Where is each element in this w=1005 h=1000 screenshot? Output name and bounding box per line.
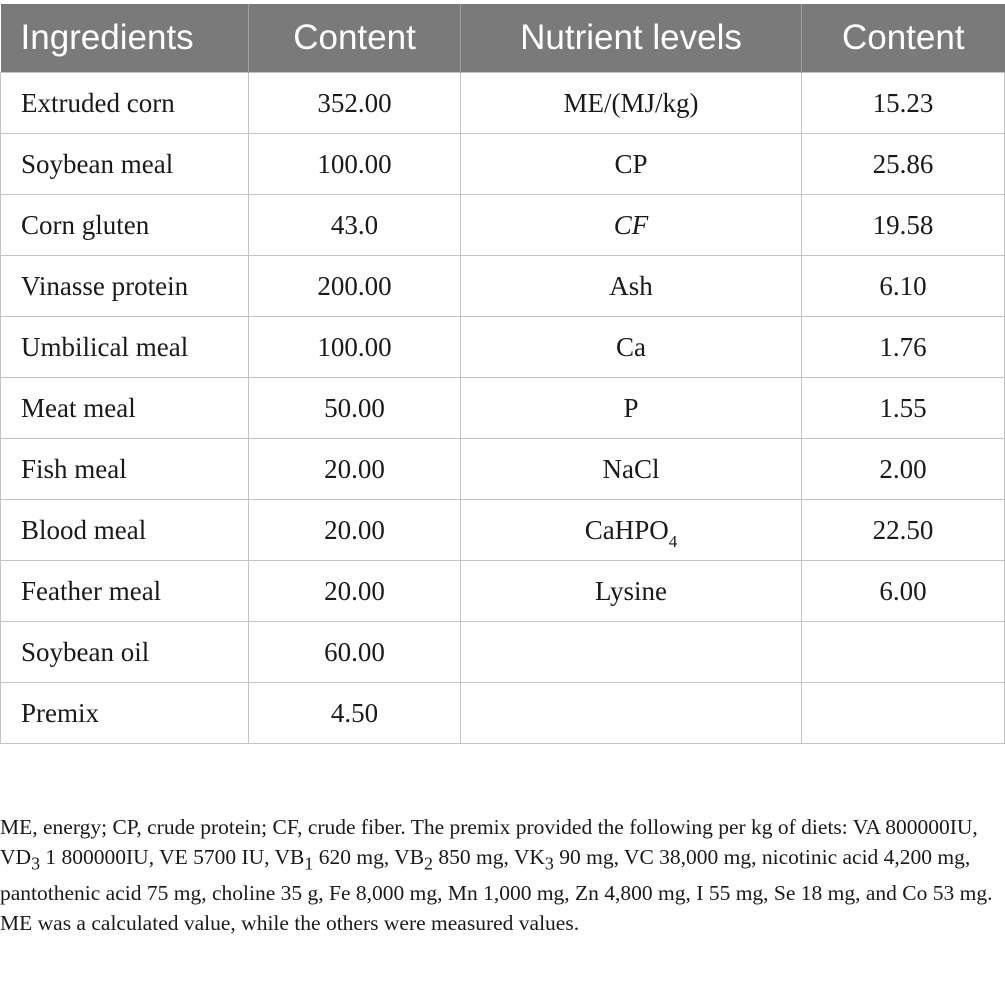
content-cell: 20.00 — [248, 499, 461, 561]
nutrient-cell: Ca — [460, 316, 802, 378]
header-nutrient-levels: Nutrient levels — [460, 4, 802, 73]
nutrient-cell: CF — [460, 194, 802, 256]
content-cell: 4.50 — [248, 682, 461, 744]
footnote-subscript: 2 — [424, 853, 433, 874]
table-row: Premix 4.50 — [0, 682, 1005, 744]
footnote-subscript: 1 — [304, 853, 314, 874]
table-row: Vinasse protein 200.00 Ash 6.10 — [0, 255, 1005, 317]
ingredient-cell: Blood meal — [0, 499, 249, 561]
nutrient-cell: P — [460, 377, 802, 439]
header-ingredients: Ingredients — [0, 4, 249, 73]
table-row: Umbilical meal 100.00 Ca 1.76 — [0, 316, 1005, 378]
table-row: Extruded corn 352.00 ME/(MJ/kg) 15.23 — [0, 72, 1005, 134]
nutrient-content-cell: 19.58 — [801, 194, 1005, 256]
footnote-subscript: 3 — [544, 853, 554, 874]
ingredient-cell: Corn gluten — [0, 194, 249, 256]
diet-composition-table: Ingredients Content Nutrient levels Cont… — [0, 4, 1005, 744]
content-cell: 20.00 — [248, 560, 461, 622]
footnote-text: 620 mg, VB — [313, 845, 425, 869]
nutrient-content-cell: 6.00 — [801, 560, 1005, 622]
nutrient-cell: Ash — [460, 255, 802, 317]
nutrient-cell: ME/(MJ/kg) — [460, 72, 802, 134]
nutrient-cell: CP — [460, 133, 802, 195]
table-row: Feather meal 20.00 Lysine 6.00 — [0, 560, 1005, 622]
ingredient-cell: Meat meal — [0, 377, 249, 439]
nutrient-content-cell: 2.00 — [801, 438, 1005, 500]
header-nutrient-content: Content — [801, 4, 1005, 73]
nutrient-formula: CaHPO — [584, 514, 669, 545]
content-cell: 50.00 — [248, 377, 461, 439]
nutrient-content-cell: 6.10 — [801, 255, 1005, 317]
footnote-text: 850 mg, VK — [433, 845, 545, 869]
footnote-text: ME, energy; CP, crude protein; CF, crude… — [0, 815, 978, 869]
content-cell: 43.0 — [248, 194, 461, 256]
ingredient-cell: Umbilical meal — [0, 316, 249, 378]
table-row: Meat meal 50.00 P 1.55 — [0, 377, 1005, 439]
table-row: Soybean oil 60.00 — [0, 621, 1005, 683]
table-footnote: ME, energy; CP, crude protein; CF, crude… — [0, 812, 1000, 938]
nutrient-content-cell: 25.86 — [801, 133, 1005, 195]
ingredient-cell: Vinasse protein — [0, 255, 249, 317]
ingredient-cell: Extruded corn — [0, 72, 249, 134]
ingredient-cell: Soybean meal — [0, 133, 249, 195]
footnote-text: 1 800000IU, VE 5700 IU, VB — [40, 845, 305, 869]
nutrient-content-cell — [801, 682, 1005, 744]
nutrient-cell — [460, 621, 802, 683]
ingredient-cell: Soybean oil — [0, 621, 249, 683]
table-row: Corn gluten 43.0 CF 19.58 — [0, 194, 1005, 256]
nutrient-content-cell: 15.23 — [801, 72, 1005, 134]
header-content: Content — [248, 4, 461, 73]
content-cell: 200.00 — [248, 255, 461, 317]
nutrient-content-cell — [801, 621, 1005, 683]
content-cell: 352.00 — [248, 72, 461, 134]
nutrient-cell — [460, 682, 802, 744]
nutrient-cell: NaCl — [460, 438, 802, 500]
footnote-text: 90 mg, VC 38,000 mg, nicotinic acid 4,20… — [0, 845, 993, 936]
content-cell: 60.00 — [248, 621, 461, 683]
ingredient-cell: Fish meal — [0, 438, 249, 500]
header-row: Ingredients Content Nutrient levels Cont… — [0, 4, 1005, 73]
nutrient-content-cell: 1.55 — [801, 377, 1005, 439]
content-cell: 100.00 — [248, 316, 461, 378]
table-row: Blood meal 20.00 CaHPO4 22.50 — [0, 499, 1005, 561]
footnote-subscript: 3 — [31, 853, 41, 874]
nutrient-subscript: 4 — [668, 531, 678, 551]
ingredient-cell: Feather meal — [0, 560, 249, 622]
nutrient-cell: CaHPO4 — [460, 499, 802, 561]
table-row: Fish meal 20.00 NaCl 2.00 — [0, 438, 1005, 500]
nutrient-content-cell: 22.50 — [801, 499, 1005, 561]
content-cell: 20.00 — [248, 438, 461, 500]
content-cell: 100.00 — [248, 133, 461, 195]
ingredient-cell: Premix — [0, 682, 249, 744]
table-row: Soybean meal 100.00 CP 25.86 — [0, 133, 1005, 195]
nutrient-cell: Lysine — [460, 560, 802, 622]
nutrient-content-cell: 1.76 — [801, 316, 1005, 378]
